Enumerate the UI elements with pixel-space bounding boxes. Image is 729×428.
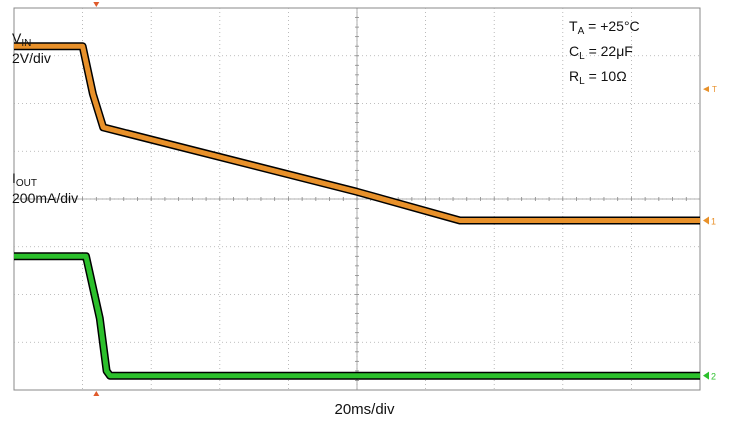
condition-cl: CL = 22μF <box>569 43 633 62</box>
iout-scale-label: 200mA/div <box>12 190 79 206</box>
trigger-level-marker <box>703 86 709 93</box>
condition-ta: TA = +25°C <box>569 18 640 37</box>
vin-label: VIN <box>12 30 32 49</box>
trigger-position-marker <box>93 2 100 7</box>
trace-core-1 <box>14 45 700 222</box>
trace-core-2 <box>14 255 700 377</box>
trigger-position-marker <box>93 391 100 396</box>
channel-marker-1 <box>703 216 709 225</box>
trigger-level-label: T <box>712 85 717 94</box>
iout-label: IOUT <box>12 170 37 189</box>
channel-marker-2 <box>703 371 709 380</box>
channel-marker-label-1: 1 <box>711 216 716 226</box>
condition-rl: RL = 10Ω <box>569 68 627 87</box>
channel-marker-label-2: 2 <box>711 372 716 382</box>
x-axis-label: 20ms/div <box>334 401 395 418</box>
vin-scale-label: 2V/div <box>12 50 51 66</box>
